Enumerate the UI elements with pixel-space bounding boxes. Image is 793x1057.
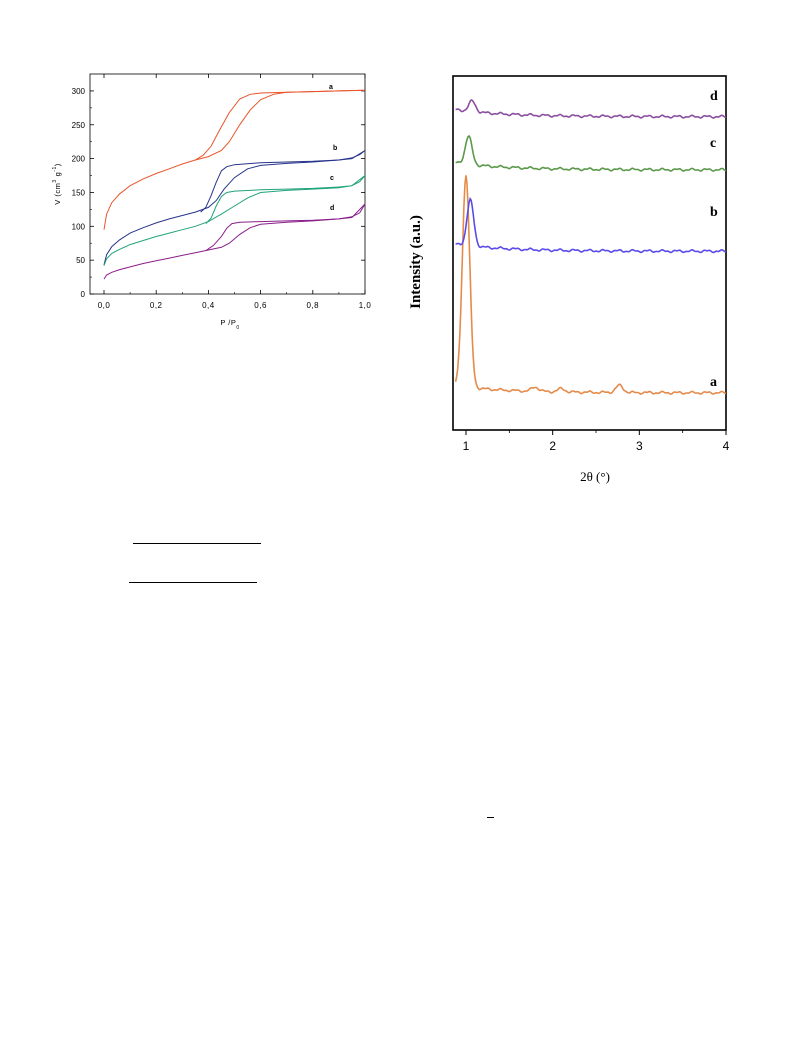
y-tick-label: 250 — [72, 121, 86, 130]
y-tick-label: 100 — [72, 222, 86, 231]
y-axis-label-sup1: 3 — [52, 179, 58, 182]
series-c-pattern-line — [455, 134, 727, 172]
series-label-d: d — [330, 205, 334, 212]
series-a-adsorption-line — [103, 89, 366, 230]
y-tick-label: 50 — [76, 256, 85, 265]
y-tick-label: 200 — [72, 155, 86, 164]
x-tick-label: 0,2 — [150, 301, 163, 310]
x-tick-label: 0,4 — [202, 301, 215, 310]
y-tick-label: 150 — [72, 188, 86, 197]
series-label-d: d — [710, 89, 718, 104]
x-tick-label: 1,0 — [359, 301, 372, 310]
x-axis-label: P /P0 — [220, 318, 239, 331]
series-label-c: c — [710, 136, 716, 151]
series-c-desorption-line — [205, 175, 366, 224]
plot-frame — [452, 75, 727, 431]
y-axis-label: V (cm3 g-1) — [52, 163, 62, 205]
y-axis-label: Intensity (a.u.) — [408, 215, 424, 309]
horizontal-rule-2 — [129, 582, 257, 583]
series-b-adsorption-line — [103, 150, 366, 266]
y-axis-label-mid: g — [53, 172, 62, 177]
x-tick-label: 1 — [463, 439, 470, 453]
series-label-b: b — [710, 205, 718, 220]
y-axis-label-sup2: -1 — [52, 166, 58, 171]
x-tick-label: 0,8 — [306, 301, 319, 310]
x-axis-label: 2θ (°) — [580, 469, 610, 484]
series-label-a: a — [710, 375, 717, 390]
series-d-adsorption-line — [103, 203, 366, 280]
x-tick-label: 0,6 — [254, 301, 267, 310]
series-b-desorption-line — [200, 150, 366, 213]
series-label-b: b — [333, 145, 337, 152]
x-axis-label-sub: 0 — [236, 325, 239, 331]
plot-frame — [89, 73, 366, 295]
series-label-c: c — [330, 175, 334, 182]
isotherm-chart: 0 50 100 150 200 250 300 0,0 0,2 0,4 0,6 0,8 1,0 P /P… — [52, 73, 372, 331]
y-tick-label: 300 — [72, 87, 86, 96]
x-tick-label: 4 — [723, 439, 730, 453]
x-tick-label: 0,0 — [98, 301, 111, 310]
series-d-pattern-line — [455, 99, 727, 119]
series-a-pattern-line — [454, 175, 727, 395]
series-a-desorption-line — [195, 89, 366, 161]
series-b-pattern-line — [455, 196, 727, 254]
y-axis-label-end: ) — [53, 163, 62, 166]
horizontal-rule-3 — [487, 817, 494, 818]
series-c-adsorption-line — [103, 175, 366, 266]
x-tick-label: 3 — [636, 439, 643, 453]
x-axis-label-main: P /P — [220, 318, 236, 327]
x-tick-label: 2 — [549, 439, 556, 453]
y-axis-label-main: V (cm — [53, 183, 62, 205]
y-tick-label: 0 — [81, 290, 86, 299]
series-label-a: a — [329, 84, 333, 91]
horizontal-rule-1 — [133, 543, 261, 544]
xrd-chart: 1 2 3 4 2θ (°) Intensity (a.u.) a b c d — [408, 75, 730, 484]
series-d-desorption-line — [205, 203, 366, 252]
